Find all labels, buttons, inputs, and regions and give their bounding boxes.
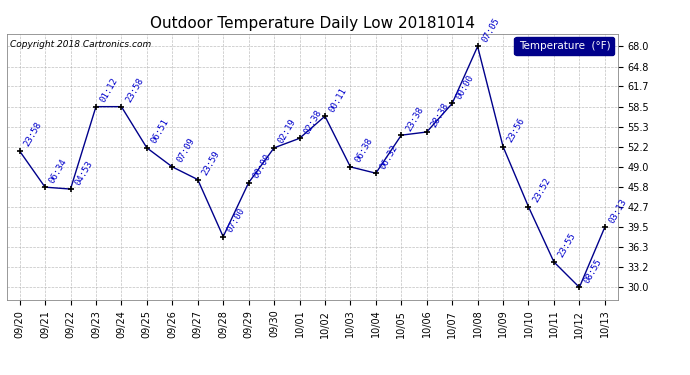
Text: 23:56: 23:56 [506,116,527,144]
Text: 23:58: 23:58 [22,121,43,148]
Text: 28:38: 28:38 [429,102,451,129]
Text: 00:00: 00:00 [455,73,476,101]
Text: 08:55: 08:55 [582,257,603,285]
Text: Copyright 2018 Cartronics.com: Copyright 2018 Cartronics.com [10,40,151,50]
Legend: Temperature  (°F): Temperature (°F) [515,37,614,55]
Text: 06:38: 06:38 [353,136,374,164]
Text: 07:00: 07:00 [226,206,247,234]
Text: 23:52: 23:52 [531,177,552,204]
Text: 23:55: 23:55 [557,232,578,260]
Text: 02:38: 02:38 [302,108,324,136]
Text: 07:09: 07:09 [175,136,196,164]
Text: 02:19: 02:19 [277,117,298,146]
Title: Outdoor Temperature Daily Low 20181014: Outdoor Temperature Daily Low 20181014 [150,16,475,31]
Text: 00:11: 00:11 [328,86,348,114]
Text: 00:00: 00:00 [251,152,273,180]
Text: 06:51: 06:51 [149,117,170,146]
Text: 06:32: 06:32 [378,143,400,171]
Text: 06:34: 06:34 [48,157,69,184]
Text: 23:58: 23:58 [124,76,145,104]
Text: 03:13: 03:13 [607,197,629,225]
Text: 07:05: 07:05 [480,16,502,44]
Text: 04:53: 04:53 [73,159,95,186]
Text: 23:38: 23:38 [404,105,425,133]
Text: 23:59: 23:59 [200,149,221,177]
Text: 01:12: 01:12 [99,76,120,104]
